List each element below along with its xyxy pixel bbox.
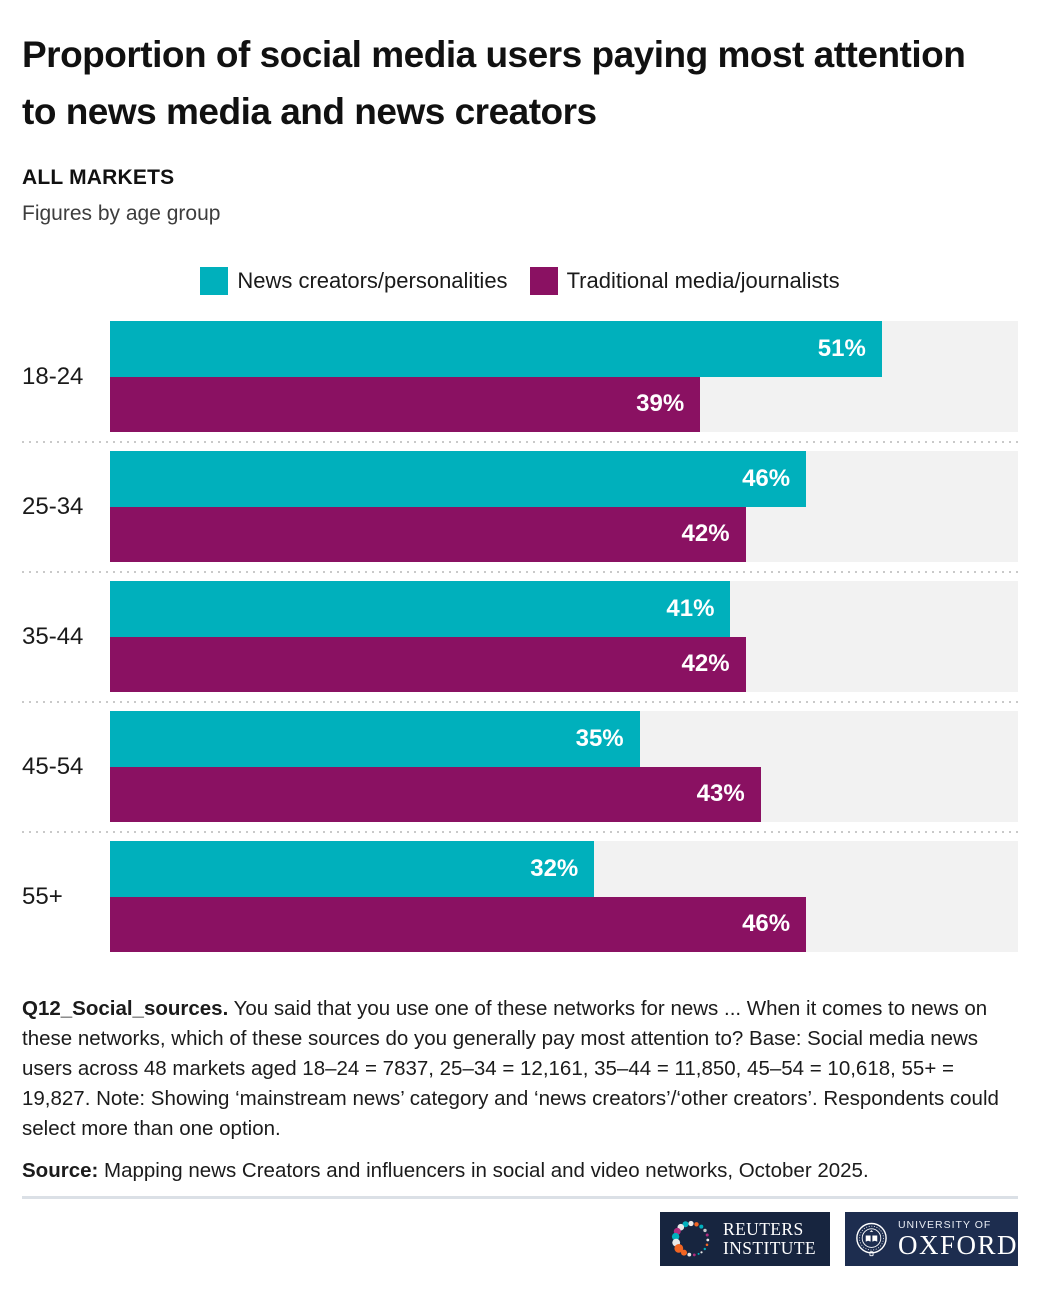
bar-track: 41% 42%: [110, 581, 1018, 692]
footnote-text: You said that you use one of these netwo…: [22, 997, 999, 1140]
bar-value-label: 46%: [742, 464, 791, 492]
group-divider: [22, 830, 1018, 833]
chart-row: 18-24 51% 39%: [22, 321, 1018, 432]
bar-track: 46% 42%: [110, 451, 1018, 562]
group-divider: [22, 700, 1018, 703]
oxford-line1: UNIVERSITY OF: [897, 1219, 992, 1231]
category-label: 35-44: [22, 622, 84, 650]
oxford-logo-text: UNIVERSITY OF OXFORD: [898, 1219, 1018, 1259]
source-line: Source: Mapping news Creators and influe…: [22, 1156, 1018, 1186]
bar-news-creators: 41%: [110, 581, 731, 637]
bar-traditional-media: 46%: [110, 896, 807, 952]
source-label: Source:: [22, 1159, 99, 1182]
reuters-line2: INSTITUTE: [723, 1238, 817, 1258]
bar-news-creators: 51%: [110, 321, 882, 377]
category-label: 25-34: [22, 492, 84, 520]
bar-news-creators: 32%: [110, 841, 595, 897]
bar-value-label: 32%: [530, 854, 579, 882]
page-title: Proportion of social media users paying …: [22, 34, 966, 132]
bar-news-creators: 46%: [110, 451, 807, 507]
bar-traditional-media: 42%: [110, 636, 746, 692]
oxford-line2: OXFORD: [897, 1230, 1018, 1260]
kicker-all-markets: ALL MARKETS: [22, 166, 175, 189]
footnote: Q12_Social_sources. You said that you us…: [22, 994, 1018, 1144]
bottom-divider: [22, 1196, 1018, 1199]
reuters-line1: REUTERS: [723, 1219, 804, 1239]
bar-value-label: 39%: [636, 390, 685, 418]
legend: News creators/personalities Traditional m…: [22, 266, 1018, 295]
bar-value-label: 43%: [696, 780, 745, 808]
bar-traditional-media: 43%: [110, 766, 761, 822]
bar-traditional-media: 42%: [110, 506, 746, 562]
group-divider: [22, 440, 1018, 443]
source-text: Mapping news Creators and influencers in…: [98, 1159, 869, 1182]
legend-item: Traditional media/journalists: [529, 266, 840, 295]
chart-row: 35-44 41% 42%: [22, 581, 1018, 692]
category-label: 55+: [22, 882, 63, 910]
legend-swatch: [200, 266, 229, 295]
bar-news-creators: 35%: [110, 711, 640, 767]
reuters-dot-ring-icon: [671, 1220, 710, 1257]
oxford-logo: UNIVERSITY OF OXFORD: [845, 1212, 1018, 1266]
logo-row: REUTERS INSTITUTE UNIVERSITY OF OXFORD: [22, 1212, 1018, 1266]
oxford-crest-icon: [856, 1222, 887, 1257]
chart-row: 25-34 46% 42%: [22, 451, 1018, 562]
category-label: 18-24: [22, 362, 84, 390]
reuters-logo-text: REUTERS INSTITUTE: [723, 1220, 816, 1258]
bar-value-label: 41%: [666, 594, 715, 622]
bar-track: 35% 43%: [110, 711, 1018, 822]
bar-track: 51% 39%: [110, 321, 1018, 432]
chart-subtitle: Figures by age group: [22, 202, 221, 225]
category-label: 45-54: [22, 752, 84, 780]
bar-value-label: 35%: [575, 724, 624, 752]
bar-value-label: 42%: [681, 650, 730, 678]
bar-traditional-media: 39%: [110, 376, 701, 432]
footnote-question-id: Q12_Social_sources.: [22, 997, 229, 1020]
legend-swatch: [529, 266, 558, 295]
reuters-institute-logo: REUTERS INSTITUTE: [660, 1212, 830, 1266]
bar-value-label: 51%: [817, 334, 866, 362]
bar-track: 32% 46%: [110, 841, 1018, 952]
bar-value-label: 42%: [681, 520, 730, 548]
bar-value-label: 46%: [742, 910, 791, 938]
bar-chart: 18-24 51% 39% 25-34 46% 42% 35-44 41% 42% 45-54 35…: [22, 321, 1018, 952]
legend-item: News creators/personalities: [200, 266, 508, 295]
chart-row: 45-54 35% 43%: [22, 711, 1018, 822]
chart-row: 55+ 32% 46%: [22, 841, 1018, 952]
legend-item-label: Traditional media/journalists: [566, 267, 840, 293]
legend-item-label: News creators/personalities: [237, 267, 508, 293]
group-divider: [22, 570, 1018, 573]
